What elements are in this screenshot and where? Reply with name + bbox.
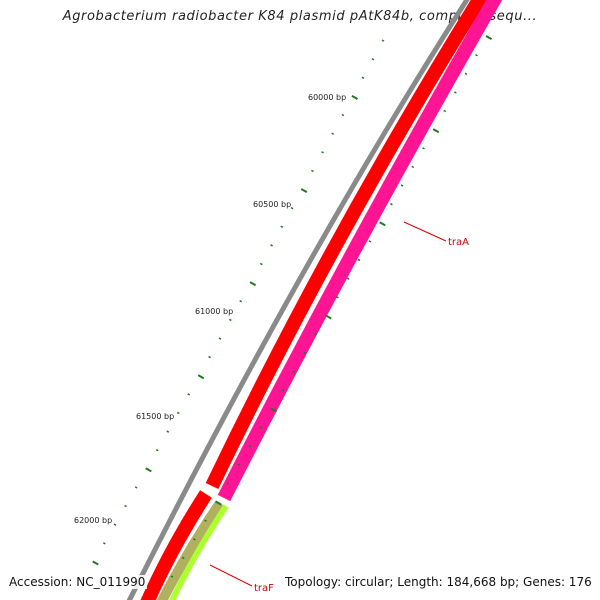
ruler-tick-minor <box>381 39 385 42</box>
outer-tick-minor <box>453 91 457 94</box>
ruler-tick-major <box>300 188 308 193</box>
gene-feature-fwd-1[interactable] <box>205 0 488 490</box>
gene-feature-traA[interactable] <box>217 0 503 502</box>
outer-tick-minor <box>181 556 185 560</box>
gene-label-traF[interactable]: traF <box>254 583 274 594</box>
ruler-tick-major <box>92 560 99 566</box>
gene-feature-green[interactable] <box>169 504 229 600</box>
outer-tick-minor <box>248 445 252 448</box>
ruler-tick-minor <box>290 206 294 210</box>
traA-label-line <box>403 221 447 242</box>
ruler-tick-minor <box>239 300 243 303</box>
ruler-tick-minor <box>102 542 106 545</box>
ruler-tick-major <box>145 467 152 473</box>
outer-tick-minor <box>170 575 174 578</box>
ruler-tick-minor <box>331 132 335 135</box>
outer-tick-minor <box>464 72 468 76</box>
outer-tick-minor <box>259 426 263 429</box>
outer-tick-major <box>215 500 222 506</box>
ruler-tick-major <box>351 94 358 100</box>
outer-tick-major <box>485 35 493 41</box>
ruler-tick-minor <box>218 337 222 340</box>
accession-text: Accession: NC_011990 <box>7 575 148 589</box>
outer-tick-minor <box>357 258 361 262</box>
ruler-tick-major <box>249 281 257 287</box>
outer-tick-major <box>379 221 386 227</box>
outer-tick-minor <box>281 389 285 392</box>
ruler-label-60500: 60500 bp <box>253 200 291 209</box>
outer-tick-minor <box>204 519 207 522</box>
outer-tick-minor <box>443 109 447 113</box>
ruler-ticks <box>81 35 493 582</box>
outer-tick-minor <box>400 184 404 187</box>
ruler-tick-minor <box>208 355 211 359</box>
ruler-tick-minor <box>280 225 284 228</box>
ruler-tick-minor <box>124 504 127 508</box>
ruler-tick-minor <box>341 113 345 117</box>
outer-tick-minor <box>314 333 318 336</box>
backbone-track <box>126 0 470 600</box>
outer-tick-minor <box>390 202 393 206</box>
outer-tick-minor <box>422 147 425 150</box>
outer-tick-minor <box>346 277 350 280</box>
outer-tick-major <box>432 128 440 134</box>
outer-tick-major <box>325 314 332 320</box>
ruler-tick-minor <box>187 393 191 396</box>
outer-tick-minor <box>237 463 241 467</box>
outer-tick-minor <box>411 165 415 169</box>
ruler-tick-minor <box>176 411 180 415</box>
outer-tick-minor <box>303 351 307 355</box>
gene-label-traA[interactable]: traA <box>448 237 469 248</box>
ruler-tick-minor <box>311 169 314 173</box>
map-title: Agrobacterium radiobacter K84 plasmid pA… <box>62 9 538 24</box>
ruler-tick-minor <box>113 523 117 526</box>
gene-feature-fwd-2[interactable] <box>140 490 212 600</box>
ruler-tick-minor <box>228 318 232 322</box>
outer-tick-major <box>270 407 277 413</box>
ruler-label-61000: 61000 bp <box>195 307 233 316</box>
outer-tick-minor <box>336 296 339 299</box>
ruler-tick-minor <box>361 76 365 80</box>
ruler-tick-minor <box>155 449 159 452</box>
outer-tick-minor <box>475 53 478 57</box>
ruler-tick-minor <box>134 486 138 489</box>
outer-tick-minor <box>192 538 196 541</box>
ruler-tick-minor <box>321 151 324 154</box>
ruler-tick-minor <box>166 430 170 433</box>
gene-feature-traF[interactable] <box>156 500 225 600</box>
traF-label-line <box>209 564 253 587</box>
outer-tick-minor <box>226 482 230 485</box>
outer-tick-minor <box>292 370 296 373</box>
ruler-tick-minor <box>270 244 273 247</box>
outer-tick-minor <box>368 240 372 243</box>
ruler-label-62000: 62000 bp <box>74 516 112 525</box>
ruler-label-61500: 61500 bp <box>136 412 174 421</box>
ruler-tick-major <box>197 374 205 380</box>
ruler-tick-minor <box>259 262 263 266</box>
ruler-tick-minor <box>371 57 375 61</box>
ruler-label-60000: 60000 bp <box>308 93 346 102</box>
summary-text: Topology: circular; Length: 184,668 bp; … <box>283 575 594 589</box>
